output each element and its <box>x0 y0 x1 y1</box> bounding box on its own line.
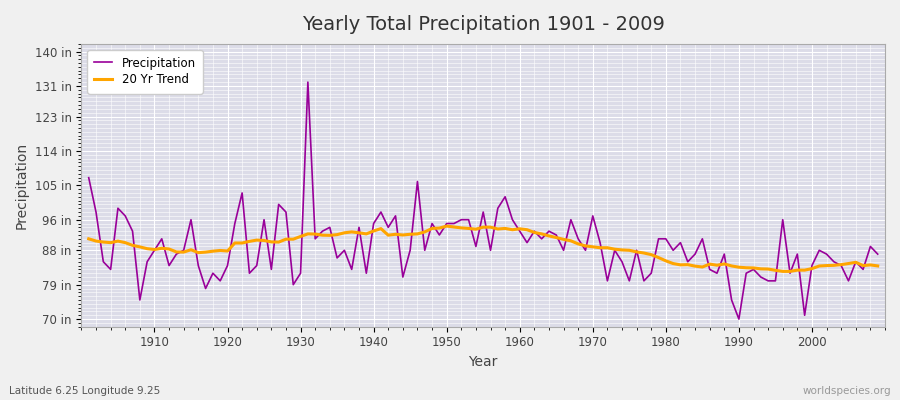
Text: Latitude 6.25 Longitude 9.25: Latitude 6.25 Longitude 9.25 <box>9 386 160 396</box>
20 Yr Trend <box>346 230 357 234</box>
Legend: Precipitation, 20 Yr Trend: Precipitation, 20 Yr Trend <box>87 50 202 94</box>
X-axis label: Year: Year <box>469 355 498 369</box>
Precipitation <box>872 252 883 256</box>
20 Yr Trend <box>778 269 788 274</box>
Precipitation <box>734 317 744 322</box>
Precipitation <box>354 225 364 230</box>
20 Yr Trend <box>142 246 153 251</box>
20 Yr Trend <box>84 236 94 241</box>
20 Yr Trend <box>514 226 525 231</box>
20 Yr Trend <box>872 264 883 268</box>
Y-axis label: Precipitation: Precipitation <box>15 142 29 229</box>
Title: Yearly Total Precipitation 1901 - 2009: Yearly Total Precipitation 1901 - 2009 <box>302 15 664 34</box>
Precipitation <box>302 80 313 84</box>
20 Yr Trend <box>302 232 313 236</box>
20 Yr Trend <box>441 224 452 228</box>
Precipitation <box>142 259 153 264</box>
Precipitation <box>84 175 94 180</box>
20 Yr Trend <box>522 227 533 232</box>
Text: worldspecies.org: worldspecies.org <box>803 386 891 396</box>
Line: 20 Yr Trend: 20 Yr Trend <box>89 226 878 271</box>
20 Yr Trend <box>609 247 620 252</box>
Precipitation <box>609 248 620 253</box>
Precipitation <box>522 240 533 245</box>
Precipitation <box>310 236 320 241</box>
Line: Precipitation: Precipitation <box>89 82 878 319</box>
Precipitation <box>514 229 525 234</box>
